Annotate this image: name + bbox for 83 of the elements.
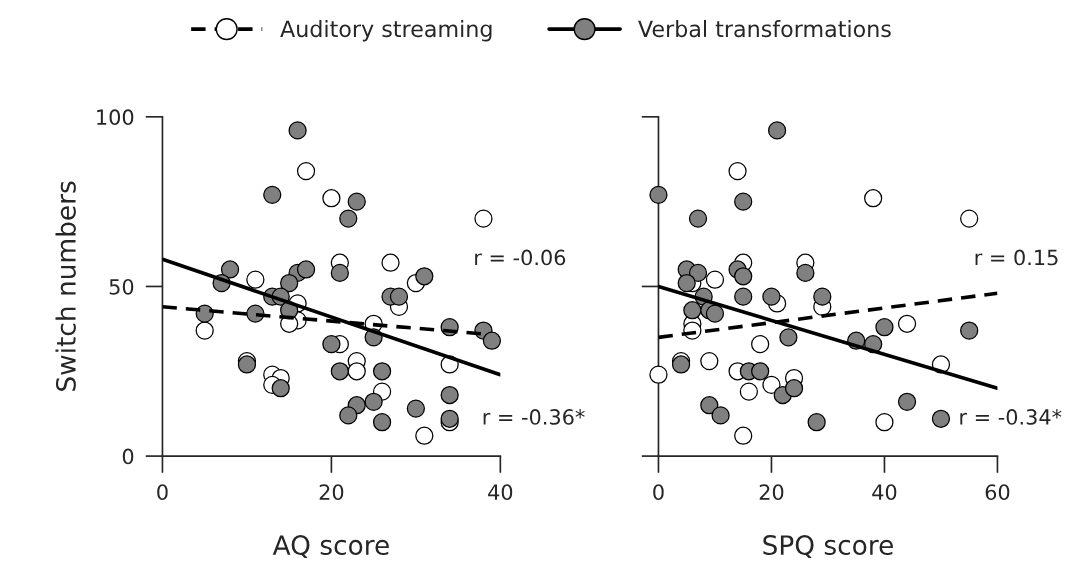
point: [649, 365, 668, 384]
point: [220, 260, 240, 279]
point: [767, 121, 787, 140]
x-axis-title: AQ score: [272, 535, 389, 559]
point: [683, 301, 702, 320]
point: [406, 399, 426, 418]
annotation: r = -0.36*: [483, 409, 585, 425]
point: [700, 396, 719, 415]
point: [339, 209, 358, 228]
point: [330, 362, 349, 381]
x-axis-title: SPQ score: [763, 535, 893, 559]
point: [195, 321, 214, 340]
legend-label: Verbal transformations: [638, 20, 891, 38]
point: [960, 321, 979, 340]
point: [347, 192, 366, 211]
point: [688, 209, 708, 228]
point: [813, 287, 832, 306]
point: [728, 161, 747, 181]
point: [897, 314, 917, 333]
y-axis-title: Switch numbers: [55, 181, 76, 391]
point: [705, 304, 725, 323]
annotation: r = -0.34*: [960, 409, 1062, 425]
point: [779, 328, 798, 347]
point: [381, 253, 400, 272]
point: [440, 409, 459, 428]
x-tick-label: 20: [319, 484, 344, 500]
x-tick-label: 0: [653, 484, 664, 500]
point: [263, 185, 282, 204]
point: [739, 382, 758, 401]
point: [347, 362, 366, 381]
annotation: r = 0.15: [975, 249, 1058, 266]
point: [897, 392, 917, 411]
point: [807, 413, 826, 432]
point: [339, 406, 358, 425]
point: [784, 379, 804, 398]
point: [688, 263, 708, 283]
point: [330, 263, 349, 283]
point: [864, 189, 883, 208]
y-tick-label: 0: [122, 448, 134, 465]
point: [700, 351, 719, 371]
x-tick-label: 0: [157, 484, 168, 500]
point: [734, 267, 753, 286]
point: [734, 287, 753, 306]
point: [762, 287, 781, 306]
point: [931, 409, 951, 428]
point: [751, 362, 770, 381]
x-tick-label: 20: [759, 484, 784, 500]
legend-label: Auditory streaming: [280, 20, 492, 42]
point: [415, 267, 434, 286]
y-tick-label: 50: [109, 278, 134, 295]
point: [734, 426, 753, 445]
y-tick-label: 100: [97, 109, 134, 126]
x-tick-label: 40: [488, 484, 513, 500]
point: [751, 335, 770, 354]
point: [415, 426, 434, 445]
point: [389, 287, 409, 306]
point: [762, 375, 781, 394]
point: [734, 192, 753, 211]
point: [705, 270, 725, 289]
point: [711, 406, 730, 425]
point: [474, 209, 493, 228]
point: [288, 121, 307, 140]
point: [322, 189, 341, 208]
point: [322, 335, 341, 354]
point: [440, 385, 459, 405]
point: [677, 273, 696, 293]
point: [372, 413, 392, 432]
annotation: r = -0.06: [475, 249, 566, 266]
point: [280, 273, 299, 293]
point: [796, 263, 815, 283]
x-tick-label: 40: [872, 484, 897, 500]
point: [960, 209, 979, 228]
point: [296, 260, 316, 279]
point: [296, 161, 316, 181]
point: [875, 413, 894, 432]
point: [246, 270, 265, 289]
point: [271, 379, 290, 398]
point: [649, 185, 668, 204]
point: [364, 392, 383, 411]
point: [372, 362, 392, 381]
point: [482, 331, 502, 350]
x-tick-label: 60: [985, 484, 1010, 500]
point: [875, 318, 894, 337]
